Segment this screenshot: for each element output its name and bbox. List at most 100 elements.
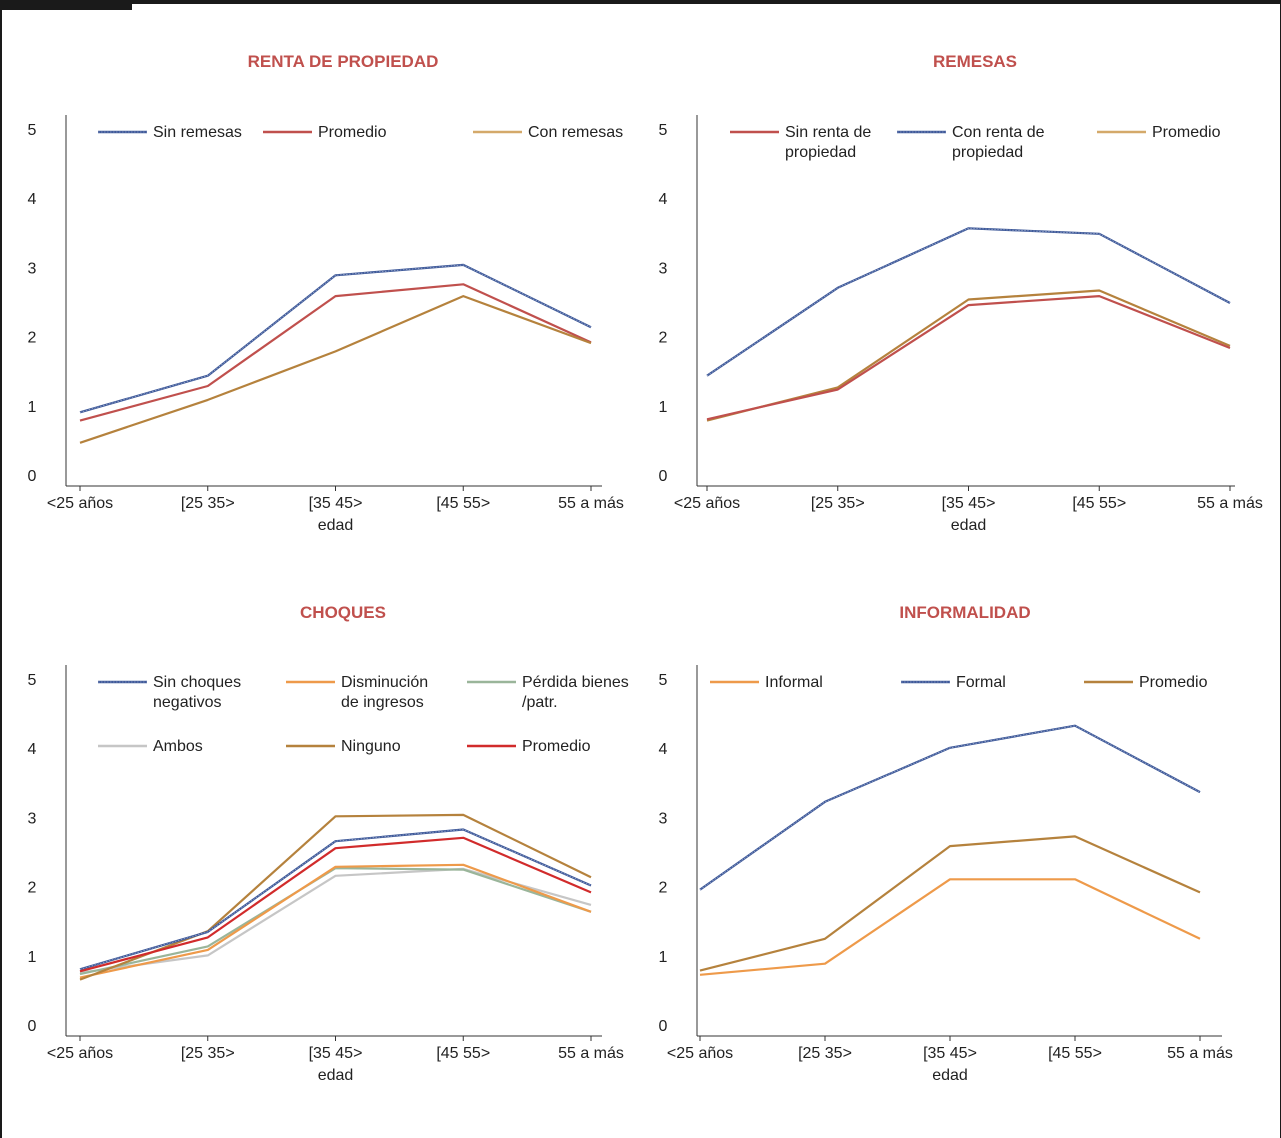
y-tick-label: 3 — [659, 810, 668, 827]
legend-item-promedio: Promedio — [1097, 124, 1221, 141]
y-tick-label: 0 — [659, 1018, 668, 1035]
chart-remesas: REMESAS 0 1 2 3 4 5 <25 años [25 35> [35 45> [45 5… — [659, 52, 1263, 534]
y-tick-label: 4 — [28, 191, 37, 208]
legend-item-disminucion-de-ingresos: Disminución de ingresos — [286, 674, 428, 711]
series-line-formal — [699, 724, 1201, 891]
legend-label-line: Promedio — [318, 124, 387, 141]
chart-title: CHOQUES — [300, 603, 386, 622]
legend-label-line: Pérdida bienes — [522, 674, 629, 691]
series-line-sin-renta-de-propiedad — [706, 295, 1231, 421]
series-line-texture — [699, 725, 1201, 890]
chart-choques: CHOQUES 0 1 2 3 4 5 <25 años [25 35> [35 45> [45 5… — [28, 603, 629, 1084]
series-line-sin-remesas — [79, 263, 592, 414]
series-line-con-renta-de-propiedad — [706, 227, 1231, 377]
x-tick-label: <25 años — [47, 495, 113, 512]
legend-label-line: /patr. — [522, 694, 558, 711]
legend-item-informal: Informal — [710, 674, 823, 691]
x-tick-label: [35 45> — [923, 1045, 977, 1062]
x-tick-label: [45 55> — [436, 1045, 490, 1062]
legend-item-sin-choques-negativos: Sin choques negativos — [98, 674, 241, 711]
chart-title: RENTA DE PROPIEDAD — [248, 52, 439, 71]
legend-label: Disminución de ingresos — [341, 674, 428, 711]
series-line-texture — [79, 264, 592, 413]
y-tick-label: 3 — [659, 260, 668, 277]
x-tick-label: [25 35> — [798, 1045, 852, 1062]
series-line-sin-choques-negativos — [79, 828, 592, 971]
legend-label-line: de ingresos — [341, 694, 424, 711]
legend-label-line: Disminución — [341, 674, 428, 691]
legend-label-line: Ninguno — [341, 738, 401, 755]
chart-informalidad: INFORMALIDAD 0 1 2 3 4 5 <25 años [25 35> [35 45>… — [659, 603, 1233, 1084]
series-line-ninguno — [79, 813, 592, 981]
y-tick-label: 5 — [28, 672, 37, 689]
y-tick-label: 0 — [28, 468, 37, 485]
x-axis-label: edad — [932, 1067, 968, 1084]
series-line-texture — [79, 829, 592, 970]
legend-label-line: propiedad — [952, 144, 1023, 161]
x-tick-label: [25 35> — [811, 495, 865, 512]
legend-label-line: Promedio — [522, 738, 591, 755]
legend-item-con-remesas: Con remesas — [473, 124, 623, 141]
legend-item-ambos: Ambos — [98, 738, 203, 755]
legend-label-line: Con remesas — [528, 124, 623, 141]
series-line-promedio — [699, 835, 1201, 972]
legend-item-ninguno: Ninguno — [286, 738, 401, 755]
y-tick-label: 1 — [659, 949, 668, 966]
legend-label: Ambos — [153, 738, 203, 755]
legend-label: Pérdida bienes/patr. — [522, 674, 629, 711]
x-tick-label: [35 45> — [942, 495, 996, 512]
series-line-perdida-bienes-patr — [79, 867, 592, 976]
legend-label-line: Ambos — [153, 738, 203, 755]
legend-label-line: negativos — [153, 694, 222, 711]
y-tick-label: 4 — [659, 741, 668, 758]
chart-title: REMESAS — [933, 52, 1017, 71]
legend-item-promedio: Promedio — [263, 124, 387, 141]
legend-label-line: Sin choques — [153, 674, 241, 691]
legend-label: Sin choques negativos — [153, 674, 241, 711]
legend-label-line: Sin renta de — [785, 124, 871, 141]
legend-label-line: Promedio — [1152, 124, 1221, 141]
legend-label: Con renta de propiedad — [952, 124, 1045, 161]
legend-item-sin-remesas: Sin remesas — [98, 124, 242, 141]
left-border — [0, 0, 2, 1138]
x-axis-label: edad — [318, 517, 354, 534]
legend-label-line: Promedio — [1139, 674, 1208, 691]
top-border — [0, 0, 1281, 4]
y-tick-label: 2 — [659, 330, 668, 347]
legend-item-promedio: Promedio — [467, 738, 591, 755]
y-tick-label: 1 — [659, 399, 668, 416]
x-axis-label: edad — [951, 517, 987, 534]
legend-label: Formal — [956, 674, 1006, 691]
y-tick-label: 4 — [28, 741, 37, 758]
series-line-texture — [706, 227, 1231, 376]
y-tick-label: 5 — [28, 122, 37, 139]
legend-label: Promedio — [1139, 674, 1208, 691]
series-line-promedio — [79, 283, 592, 422]
series-line-promedio — [79, 836, 592, 973]
x-tick-label: [35 45> — [309, 495, 363, 512]
x-axis-label: edad — [318, 1067, 354, 1084]
chart-renta-de-propiedad: RENTA DE PROPIEDAD 0 1 2 3 4 5 <25 años [25 35> [… — [28, 52, 624, 534]
x-tick-label: [25 35> — [181, 1045, 235, 1062]
x-tick-label: [45 55> — [436, 495, 490, 512]
legend-label-line: Con renta de — [952, 124, 1045, 141]
legend-label-line: propiedad — [785, 144, 856, 161]
x-tick-label: [45 55> — [1072, 495, 1126, 512]
x-tick-label: [45 55> — [1048, 1045, 1102, 1062]
y-tick-label: 1 — [28, 399, 37, 416]
legend-label: Ninguno — [341, 738, 401, 755]
legend-item-perdida-bienes-patr: Pérdida bienes/patr. — [467, 674, 629, 711]
x-tick-label: [25 35> — [181, 495, 235, 512]
x-tick-label: <25 años — [47, 1045, 113, 1062]
y-tick-label: 0 — [659, 468, 668, 485]
legend-label: Con remesas — [528, 124, 623, 141]
y-tick-label: 5 — [659, 672, 668, 689]
y-tick-label: 4 — [659, 191, 668, 208]
y-tick-label: 3 — [28, 260, 37, 277]
x-tick-label: [35 45> — [309, 1045, 363, 1062]
legend-item-promedio: Promedio — [1084, 674, 1208, 691]
legend-item-formal: Formal — [901, 674, 1006, 691]
y-tick-label: 0 — [28, 1018, 37, 1035]
